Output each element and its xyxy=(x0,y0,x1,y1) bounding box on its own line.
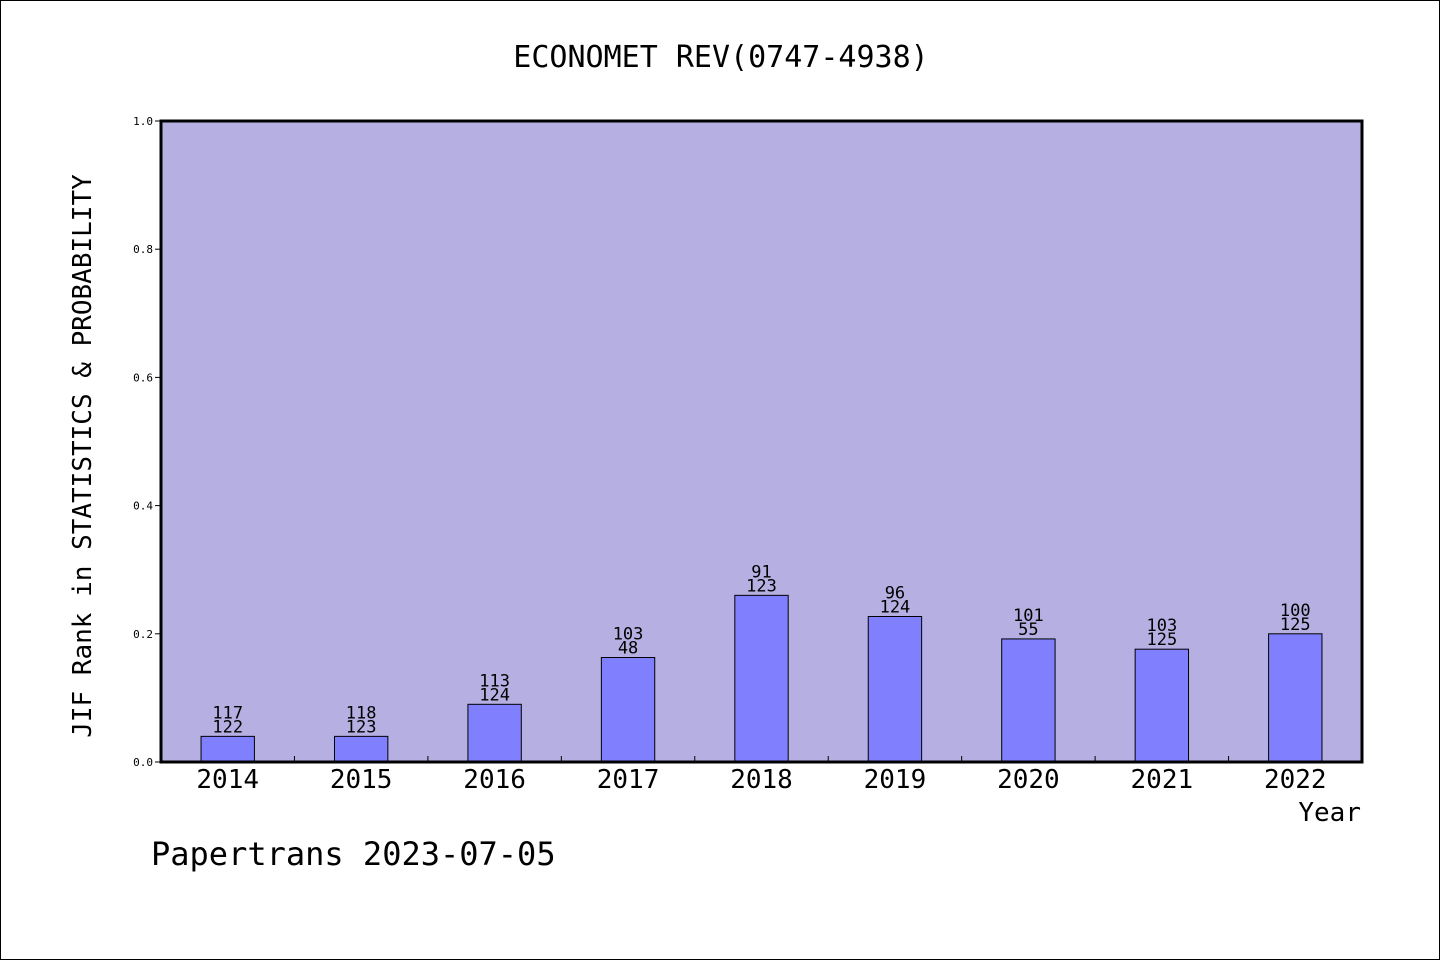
x-tick-label: 2018 xyxy=(730,765,793,795)
x-tick-label: 2017 xyxy=(597,765,660,795)
bar-2021 xyxy=(1134,648,1190,763)
x-tick-label: 2021 xyxy=(1131,765,1194,795)
footer-text: Papertrans 2023-07-05 xyxy=(151,835,556,873)
bar-label-bottom: 124 xyxy=(479,685,510,705)
bar-label-bottom: 122 xyxy=(212,717,243,737)
bar-label-top: 96 xyxy=(885,583,905,603)
y-tick-label: 0.2 xyxy=(133,628,153,641)
bar-2020 xyxy=(1001,638,1056,763)
bar-label-top: 91 xyxy=(751,562,771,582)
bar-label-top: 113 xyxy=(479,671,510,691)
y-tick-label: 0.6 xyxy=(133,371,153,384)
x-tick-label: 2020 xyxy=(997,765,1060,795)
bar-label-top: 118 xyxy=(346,703,377,723)
bar-label-bottom: 123 xyxy=(346,717,377,737)
bar-label-bottom: 123 xyxy=(746,576,777,596)
y-axis-label: JIF Rank in STATISTICS & PROBABILITY xyxy=(68,174,98,738)
bar-2016 xyxy=(467,703,522,763)
bar-label-top: 101 xyxy=(1013,606,1044,626)
bar-2018 xyxy=(734,594,789,763)
y-tick-label: 1.0 xyxy=(133,115,153,128)
bar-label-top: 100 xyxy=(1280,601,1311,621)
bar-2017 xyxy=(600,657,656,763)
bar-label-bottom: 48 xyxy=(618,639,638,659)
x-tick-label: 2022 xyxy=(1264,765,1327,795)
y-tick-label: 0.8 xyxy=(133,243,153,256)
bar-label-top: 103 xyxy=(613,625,644,645)
bar-label-bottom: 55 xyxy=(1018,620,1038,640)
bar-2019 xyxy=(867,615,923,763)
bar-2022 xyxy=(1268,633,1323,763)
y-tick-label: 0.0 xyxy=(133,756,153,769)
bar-label-bottom: 124 xyxy=(880,597,911,617)
bar-label-top: 103 xyxy=(1146,616,1177,636)
plot-border xyxy=(159,119,1364,764)
x-tick-label: 2014 xyxy=(196,765,259,795)
x-axis-label: Year xyxy=(1298,798,1361,828)
chart-title: ECONOMET REV(0747-4938) xyxy=(513,40,928,75)
bar-2015 xyxy=(333,735,389,763)
x-tick-label: 2015 xyxy=(330,765,393,795)
bar-label-bottom: 125 xyxy=(1146,630,1177,650)
x-tick-label: 2019 xyxy=(864,765,927,795)
x-tick-label: 2016 xyxy=(463,765,526,795)
bar-label-top: 117 xyxy=(212,703,243,723)
y-tick-label: 0.4 xyxy=(133,500,153,513)
bar-label-bottom: 125 xyxy=(1280,615,1311,635)
bar-2014 xyxy=(200,735,255,763)
